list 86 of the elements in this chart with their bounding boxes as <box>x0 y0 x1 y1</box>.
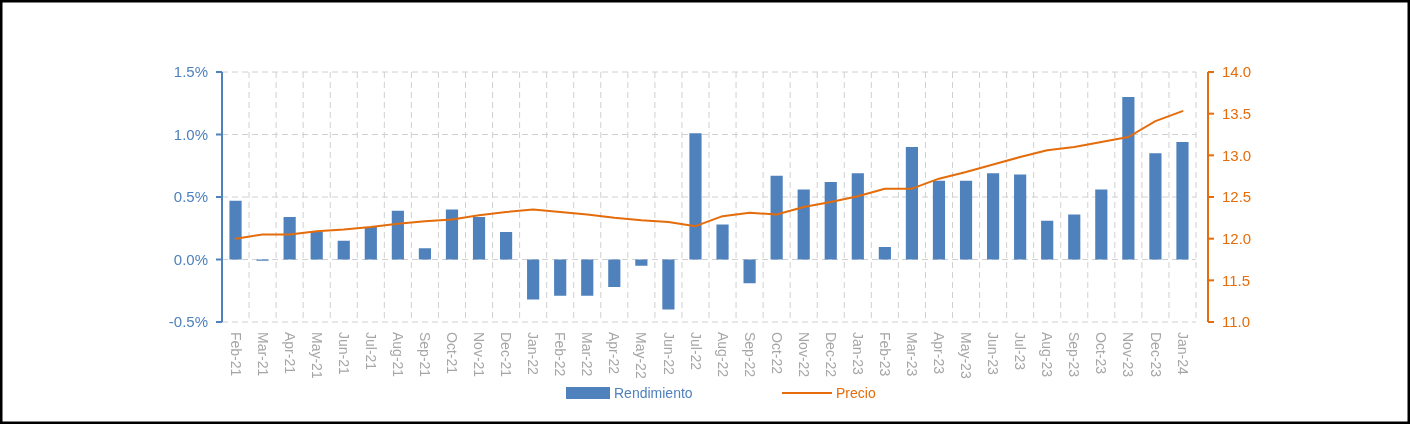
x-tick-label: Feb-22 <box>552 332 569 377</box>
bar <box>337 240 350 260</box>
x-tick-label: Dec-22 <box>822 332 839 378</box>
x-tick-label: Jun-22 <box>660 332 677 376</box>
bar <box>635 259 648 266</box>
x-tick-label: Apr-21 <box>281 332 298 375</box>
bar <box>581 259 594 296</box>
y-tick-label: 0.5% <box>173 188 208 206</box>
bar <box>932 180 946 260</box>
x-tick-label: Jan-22 <box>525 332 542 376</box>
bar <box>418 248 431 260</box>
x-tick-label: May-23 <box>958 332 975 379</box>
bar <box>554 259 567 296</box>
x-tick-label: Nov-23 <box>1120 332 1137 378</box>
y2-tick-label: 13.0 <box>1222 146 1252 164</box>
x-tick-label: Apr-23 <box>931 332 948 375</box>
x-tick-label: Mar-22 <box>579 332 596 377</box>
bar <box>364 227 377 260</box>
y2-tick-label: 14.0 <box>1222 63 1252 81</box>
line-series <box>234 110 1184 240</box>
bar <box>851 173 864 260</box>
y-tick-label: -0.5% <box>168 313 208 331</box>
x-tick-label: Aug-23 <box>1039 332 1056 378</box>
x-tick-label: Sep-21 <box>417 332 434 378</box>
y-tick-label: 1.0% <box>173 125 208 143</box>
x-tick-label: Dec-23 <box>1147 332 1164 378</box>
x-tick-label: Aug-21 <box>389 332 406 378</box>
x-tick-label: Apr-22 <box>606 332 623 375</box>
bar <box>1068 214 1081 260</box>
bar <box>987 173 1000 260</box>
x-tick-label: Sep-23 <box>1066 332 1083 378</box>
bar <box>500 232 513 260</box>
bar <box>229 200 242 260</box>
bar <box>716 224 729 260</box>
legend-label: Rendimiento <box>614 384 693 401</box>
bar <box>1041 220 1054 260</box>
y-tick-label: 1.5% <box>173 63 208 81</box>
bar <box>1149 153 1162 260</box>
bar <box>905 147 918 260</box>
bar <box>391 210 404 260</box>
x-tick-label: Jan-23 <box>849 332 866 376</box>
x-tick-label: Mar-21 <box>254 332 271 377</box>
bar <box>310 232 323 260</box>
y-tick-label: 0.0% <box>173 250 208 268</box>
y2-tick-label: 11.0 <box>1222 313 1251 331</box>
bar <box>797 189 810 260</box>
bar <box>1095 189 1108 260</box>
x-tick-label: Jan-24 <box>1174 332 1191 376</box>
x-tick-label: Feb-21 <box>227 332 244 377</box>
x-tick-label: May-22 <box>633 332 650 379</box>
bar <box>689 133 702 260</box>
bar <box>608 259 621 287</box>
x-tick-label: Mar-23 <box>904 332 921 377</box>
bar <box>878 247 891 260</box>
bar <box>770 175 783 260</box>
x-tick-label: Oct-23 <box>1093 332 1110 375</box>
bar <box>743 259 756 284</box>
x-tick-label: Jul-22 <box>687 332 704 371</box>
bar <box>283 217 296 260</box>
bar <box>1122 97 1135 260</box>
x-tick-label: Jul-21 <box>362 332 379 371</box>
y2-tick-label: 12.5 <box>1222 188 1252 206</box>
x-tick-label: May-21 <box>308 332 325 379</box>
x-tick-label: Oct-21 <box>444 332 461 375</box>
x-tick-label: Nov-22 <box>795 332 812 378</box>
y2-tick-label: 13.5 <box>1222 104 1252 122</box>
bar <box>527 259 540 300</box>
bar <box>662 259 675 310</box>
bar <box>445 209 459 260</box>
x-tick-label: Jul-23 <box>1012 332 1029 371</box>
x-tick-label: Aug-22 <box>714 332 731 378</box>
bar <box>959 180 973 260</box>
x-tick-label: Sep-22 <box>741 332 758 378</box>
bar <box>472 217 486 260</box>
x-tick-label: Jun-21 <box>335 332 352 376</box>
bar <box>1176 142 1189 260</box>
x-tick-label: Dec-21 <box>498 332 515 378</box>
y2-tick-label: 11.5 <box>1222 271 1251 289</box>
x-tick-label: Oct-22 <box>768 332 785 375</box>
x-tick-label: Feb-23 <box>876 332 893 377</box>
legend-label: Precio <box>836 384 876 401</box>
x-tick-label: Jun-23 <box>985 332 1002 376</box>
y2-tick-label: 12.0 <box>1222 229 1252 247</box>
bar <box>1014 174 1027 260</box>
x-tick-label: Nov-21 <box>471 332 488 378</box>
bar <box>824 182 837 260</box>
